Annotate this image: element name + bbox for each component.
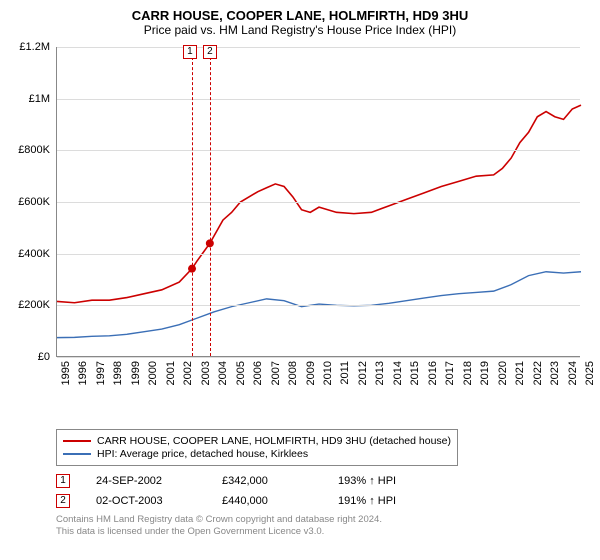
x-axis-label: 2018: [462, 361, 474, 385]
y-axis-label: £200K: [12, 299, 50, 311]
plot-region: 12: [56, 47, 580, 357]
sale-date: 24-SEP-2002: [96, 475, 196, 487]
x-axis-label: 2015: [409, 361, 421, 385]
gridline: [57, 99, 580, 100]
legend-item: HPI: Average price, detached house, Kirk…: [63, 448, 451, 460]
sale-row-marker: 2: [56, 494, 70, 508]
gridline: [57, 47, 580, 48]
x-axis-label: 2019: [479, 361, 491, 385]
sale-vline: [192, 47, 193, 356]
legend-swatch: [63, 440, 91, 442]
x-axis-label: 1996: [77, 361, 89, 385]
legend-item: CARR HOUSE, COOPER LANE, HOLMFIRTH, HD9 …: [63, 435, 451, 447]
x-axis-label: 2021: [514, 361, 526, 385]
x-axis-label: 2023: [549, 361, 561, 385]
gridline: [57, 202, 580, 203]
gridline: [57, 150, 580, 151]
legend: CARR HOUSE, COOPER LANE, HOLMFIRTH, HD9 …: [56, 429, 458, 466]
y-axis-label: £600K: [12, 196, 50, 208]
x-axis-label: 2008: [287, 361, 299, 385]
x-axis-label: 2012: [357, 361, 369, 385]
y-axis-label: £0: [12, 351, 50, 363]
x-axis-label: 2009: [305, 361, 317, 385]
x-axis-label: 2022: [532, 361, 544, 385]
legend-label: CARR HOUSE, COOPER LANE, HOLMFIRTH, HD9 …: [97, 435, 451, 447]
x-axis-label: 2025: [584, 361, 596, 385]
sale-row: 1 24-SEP-2002 £342,000 193% ↑ HPI: [56, 474, 588, 488]
sale-price: £342,000: [222, 475, 312, 487]
x-axis-label: 1999: [130, 361, 142, 385]
x-axis-label: 2007: [270, 361, 282, 385]
x-axis-label: 2000: [147, 361, 159, 385]
sale-row: 2 02-OCT-2003 £440,000 191% ↑ HPI: [56, 494, 588, 508]
chart-area: 12 £0 £200K £400K £600K £800K £1M £1.2M 1995 199…: [12, 43, 588, 393]
x-axis-label: 1998: [112, 361, 124, 385]
footer-line-1: Contains HM Land Registry data © Crown c…: [56, 514, 588, 526]
x-axis-label: 2016: [427, 361, 439, 385]
x-axis-label: 2004: [217, 361, 229, 385]
sale-pct: 191% ↑ HPI: [338, 495, 396, 507]
chart-container: CARR HOUSE, COOPER LANE, HOLMFIRTH, HD9 …: [0, 0, 600, 560]
chart-title: CARR HOUSE, COOPER LANE, HOLMFIRTH, HD9 …: [12, 8, 588, 23]
x-axis-label: 2017: [444, 361, 456, 385]
x-axis-label: 2011: [339, 361, 351, 385]
sale-date: 02-OCT-2003: [96, 495, 196, 507]
legend-swatch: [63, 453, 91, 455]
x-axis-label: 2024: [567, 361, 579, 385]
sale-marker-box: 1: [183, 45, 197, 59]
x-axis-label: 2020: [497, 361, 509, 385]
legend-label: HPI: Average price, detached house, Kirk…: [97, 448, 308, 460]
footer-line-2: This data is licensed under the Open Gov…: [56, 526, 588, 538]
x-axis-label: 2013: [374, 361, 386, 385]
y-axis-label: £1.2M: [12, 41, 50, 53]
series-price_paid: [57, 105, 581, 303]
sales-table: 1 24-SEP-2002 £342,000 193% ↑ HPI 2 02-OCT-20…: [56, 474, 588, 508]
x-axis-label: 2005: [235, 361, 247, 385]
sale-pct: 193% ↑ HPI: [338, 475, 396, 487]
x-axis-label: 1997: [95, 361, 107, 385]
chart-subtitle: Price paid vs. HM Land Registry's House …: [12, 23, 588, 37]
y-axis-label: £800K: [12, 144, 50, 156]
y-axis-label: £1M: [12, 93, 50, 105]
x-axis-label: 2010: [322, 361, 334, 385]
x-axis-label: 2006: [252, 361, 264, 385]
x-axis-label: 1995: [60, 361, 72, 385]
sale-row-marker: 1: [56, 474, 70, 488]
sale-marker-box: 2: [203, 45, 217, 59]
y-axis-label: £400K: [12, 248, 50, 260]
footer-attribution: Contains HM Land Registry data © Crown c…: [56, 514, 588, 539]
x-axis-label: 2014: [392, 361, 404, 385]
x-axis-label: 2001: [165, 361, 177, 385]
x-axis-label: 2002: [182, 361, 194, 385]
sale-vline: [210, 47, 211, 356]
x-axis-label: 2003: [200, 361, 212, 385]
gridline: [57, 305, 580, 306]
gridline: [57, 357, 580, 358]
sale-price: £440,000: [222, 495, 312, 507]
gridline: [57, 254, 580, 255]
